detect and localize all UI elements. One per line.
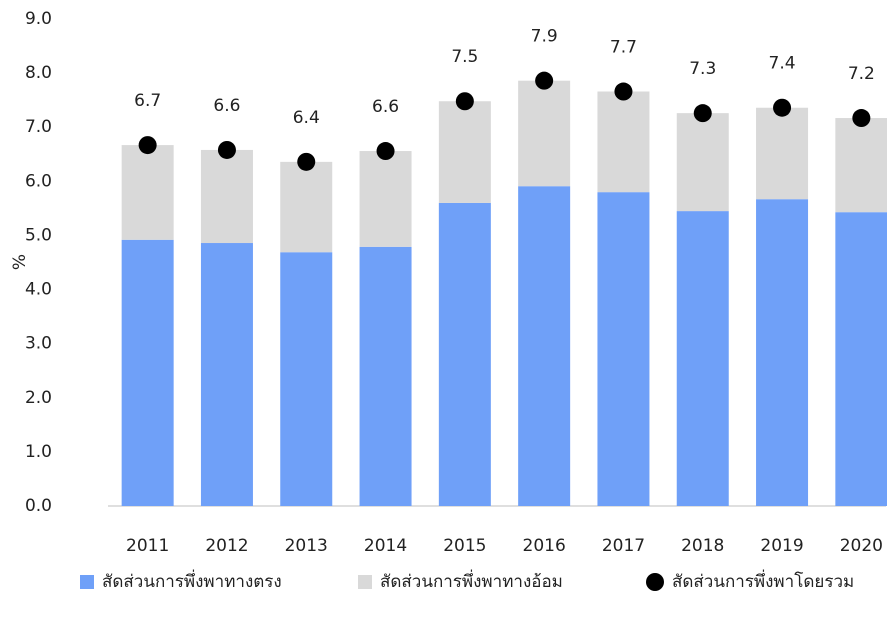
- legend-marker: [646, 573, 664, 591]
- bar-segment: [121, 239, 174, 507]
- total-dot: [455, 92, 474, 111]
- x-tick-label: 2011: [126, 536, 169, 556]
- total-dot: [376, 142, 395, 161]
- legend-swatch: [80, 575, 94, 589]
- bar-segment: [280, 252, 333, 506]
- data-label: 6.7: [134, 91, 161, 111]
- y-tick-label: 4.0: [25, 280, 52, 300]
- bar-segment: [359, 151, 412, 247]
- bar-segment: [438, 202, 491, 506]
- data-label: 7.9: [531, 27, 558, 47]
- y-axis-label: %: [10, 254, 30, 270]
- legend-label: สัดส่วนการพึ่งพาทางอ้อม: [380, 569, 563, 592]
- x-tick-label: 2013: [285, 536, 328, 556]
- bar-segment: [597, 192, 650, 506]
- data-label: 7.7: [610, 38, 637, 58]
- legend-swatch: [358, 575, 372, 589]
- bar-segment: [835, 118, 887, 213]
- y-tick-label: 0.0: [25, 496, 52, 516]
- bar-segment: [756, 107, 809, 200]
- bar-segment: [518, 80, 571, 187]
- bar-segment: [676, 211, 729, 506]
- bar-segment: [438, 101, 491, 203]
- total-dot: [773, 98, 792, 117]
- data-label: 7.3: [689, 59, 716, 79]
- total-dot: [217, 140, 236, 159]
- total-dot: [693, 104, 712, 123]
- bar-segment: [676, 113, 729, 212]
- y-tick-label: 1.0: [25, 442, 52, 462]
- x-tick-label: 2017: [602, 536, 645, 556]
- y-tick-label: 8.0: [25, 63, 52, 83]
- y-tick-label: 5.0: [25, 225, 52, 245]
- x-tick-label: 2016: [523, 536, 566, 556]
- bar-segment: [359, 246, 412, 506]
- x-tick-label: 2015: [443, 536, 486, 556]
- data-label: 7.4: [769, 54, 796, 74]
- bar-segment: [200, 149, 253, 244]
- x-tick-label: 2018: [681, 536, 724, 556]
- bar-segment: [200, 243, 253, 506]
- y-tick-label: 3.0: [25, 334, 52, 354]
- data-label: 6.6: [213, 96, 240, 116]
- x-tick-label: 2020: [840, 536, 883, 556]
- y-tick-label: 7.0: [25, 117, 52, 137]
- y-tick-label: 6.0: [25, 171, 52, 191]
- data-label: 6.4: [293, 108, 320, 128]
- bar-segment: [280, 161, 333, 253]
- y-tick-label: 9.0: [25, 9, 52, 29]
- total-dot: [614, 82, 633, 101]
- legend-label: สัดส่วนการพึ่งพาโดยรวม: [672, 569, 854, 592]
- bar-segment: [518, 186, 571, 506]
- bar-segment: [597, 91, 650, 193]
- y-tick-label: 2.0: [25, 388, 52, 408]
- data-label: 7.2: [848, 64, 875, 84]
- data-label: 7.5: [451, 47, 478, 67]
- total-dot: [138, 136, 157, 155]
- total-dot: [297, 152, 316, 171]
- data-label: 6.6: [372, 97, 399, 117]
- legend-label: สัดส่วนการพึ่งพาทางตรง: [102, 569, 282, 592]
- x-tick-label: 2014: [364, 536, 407, 556]
- total-dot: [535, 71, 554, 90]
- x-tick-label: 2012: [205, 536, 248, 556]
- x-tick-label: 2019: [760, 536, 803, 556]
- total-dot: [852, 109, 871, 128]
- bar-segment: [121, 145, 174, 240]
- bar-segment: [756, 199, 809, 506]
- bar-segment: [835, 212, 887, 506]
